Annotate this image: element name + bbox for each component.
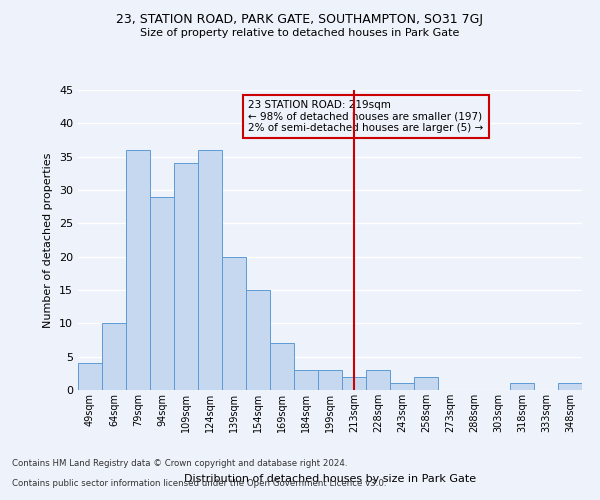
Bar — [390, 384, 414, 390]
Bar — [558, 384, 582, 390]
Bar — [342, 376, 366, 390]
X-axis label: Distribution of detached houses by size in Park Gate: Distribution of detached houses by size … — [184, 474, 476, 484]
Bar — [318, 370, 342, 390]
Bar — [78, 364, 102, 390]
Bar — [102, 324, 126, 390]
Y-axis label: Number of detached properties: Number of detached properties — [43, 152, 53, 328]
Text: Contains public sector information licensed under the Open Government Licence v3: Contains public sector information licen… — [12, 478, 386, 488]
Bar — [270, 344, 294, 390]
Bar — [126, 150, 150, 390]
Text: 23 STATION ROAD: 219sqm
← 98% of detached houses are smaller (197)
2% of semi-de: 23 STATION ROAD: 219sqm ← 98% of detache… — [248, 100, 484, 133]
Bar — [198, 150, 222, 390]
Text: Contains HM Land Registry data © Crown copyright and database right 2024.: Contains HM Land Registry data © Crown c… — [12, 458, 347, 468]
Bar — [294, 370, 318, 390]
Bar — [510, 384, 534, 390]
Bar — [150, 196, 174, 390]
Text: Size of property relative to detached houses in Park Gate: Size of property relative to detached ho… — [140, 28, 460, 38]
Bar — [414, 376, 438, 390]
Bar — [222, 256, 246, 390]
Bar — [246, 290, 270, 390]
Bar — [366, 370, 390, 390]
Text: 23, STATION ROAD, PARK GATE, SOUTHAMPTON, SO31 7GJ: 23, STATION ROAD, PARK GATE, SOUTHAMPTON… — [116, 12, 484, 26]
Bar — [174, 164, 198, 390]
